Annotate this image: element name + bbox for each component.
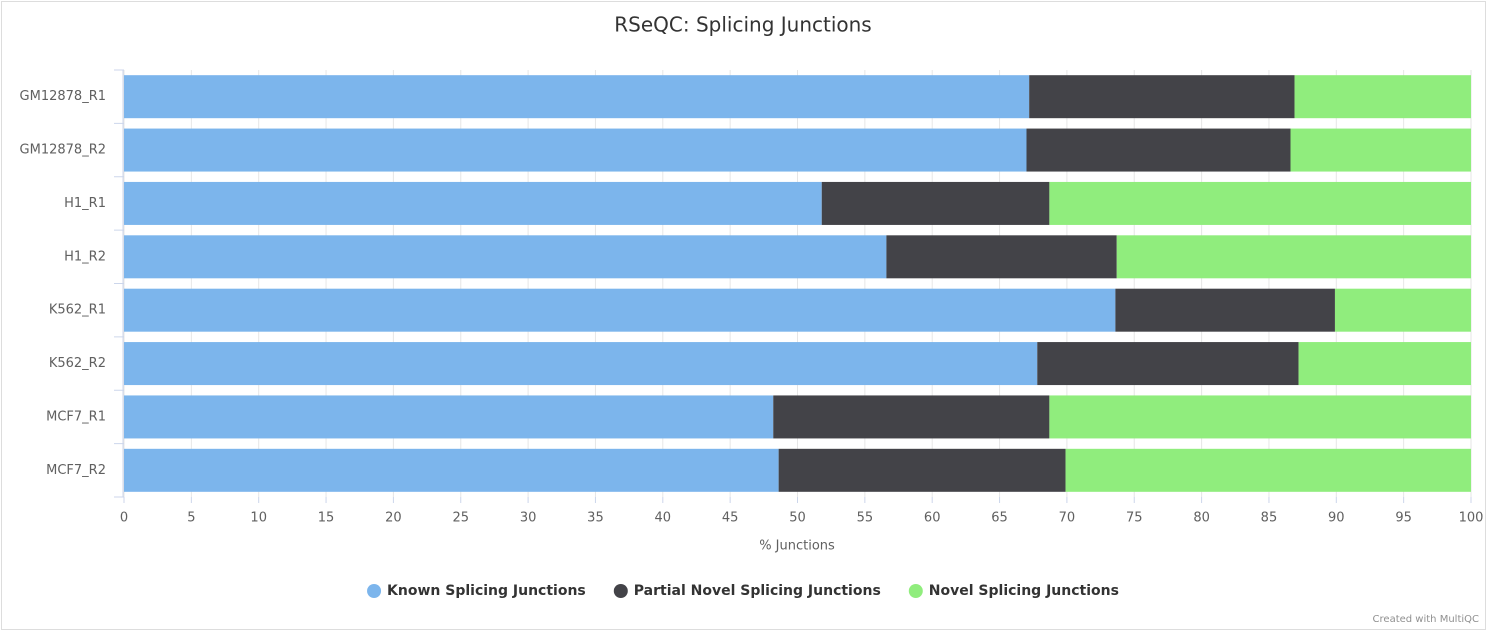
bar-segment <box>124 342 1038 386</box>
x-tick-label: 10 <box>250 511 267 526</box>
y-tick-label: K562_R2 <box>49 356 106 371</box>
bar-segment <box>124 235 887 279</box>
bar-segment <box>773 395 1050 439</box>
x-tick-label: 25 <box>452 511 469 526</box>
bar-segment <box>1294 75 1471 119</box>
bar-segment <box>124 288 1116 332</box>
y-tick-label: H1_R1 <box>64 196 106 211</box>
bar-segment <box>1334 288 1471 332</box>
bar-segment <box>821 181 1050 225</box>
bar-segment <box>1049 181 1471 225</box>
x-tick-label: 15 <box>318 511 335 526</box>
bar-segment <box>1049 395 1471 439</box>
legend-label: Known Splicing Junctions <box>387 583 586 599</box>
bar-segment <box>1037 342 1299 386</box>
bar-segment <box>124 75 1030 119</box>
x-tick-label: 70 <box>1059 511 1076 526</box>
bar-segment <box>1298 342 1471 386</box>
bar-segment <box>886 235 1117 279</box>
legend-label: Partial Novel Splicing Junctions <box>634 583 881 599</box>
legend-label: Novel Splicing Junctions <box>929 583 1119 599</box>
bar-segment <box>778 448 1066 492</box>
x-tick-label: 45 <box>722 511 739 526</box>
legend-marker <box>613 584 628 598</box>
x-tick-label: 30 <box>520 511 537 526</box>
bar-segment <box>1026 128 1291 172</box>
bar-segment <box>124 395 774 439</box>
legend-marker <box>908 584 923 598</box>
y-tick-label: K562_R1 <box>49 303 106 318</box>
x-tick-label: 100 <box>1459 511 1484 526</box>
x-tick-label: 35 <box>587 511 604 526</box>
x-tick-label: 40 <box>655 511 672 526</box>
credit: Created with MultiQC <box>1373 614 1479 625</box>
bar-segment <box>1065 448 1471 492</box>
x-tick-label: 85 <box>1261 511 1278 526</box>
y-tick-label: H1_R2 <box>64 249 106 264</box>
bar-segment <box>1116 235 1471 279</box>
x-tick-label: 5 <box>187 511 195 526</box>
x-tick-label: 75 <box>1126 511 1143 526</box>
y-tick-label: MCF7_R2 <box>46 463 106 478</box>
bar-segment <box>1029 75 1295 119</box>
x-tick-label: 20 <box>385 511 402 526</box>
x-tick-label: 55 <box>857 511 874 526</box>
x-tick-label: 0 <box>120 511 128 526</box>
bar-segment <box>1115 288 1335 332</box>
bar-segment <box>124 128 1027 172</box>
bar-segment <box>124 181 822 225</box>
y-tick-label: GM12878_R2 <box>20 143 106 158</box>
legend-marker <box>367 584 382 598</box>
x-axis-label: % Junctions <box>759 539 835 554</box>
bar-segment <box>124 448 779 492</box>
y-tick-label: MCF7_R1 <box>46 409 106 424</box>
chart-title: RSeQC: Splicing Junctions <box>614 13 871 37</box>
x-tick-label: 50 <box>789 511 806 526</box>
x-tick-label: 60 <box>924 511 941 526</box>
x-tick-label: 95 <box>1395 511 1412 526</box>
bar-segment <box>1290 128 1471 172</box>
x-tick-label: 90 <box>1328 511 1345 526</box>
x-tick-label: 80 <box>1193 511 1210 526</box>
y-tick-label: GM12878_R1 <box>20 89 106 104</box>
x-tick-label: 65 <box>991 511 1008 526</box>
